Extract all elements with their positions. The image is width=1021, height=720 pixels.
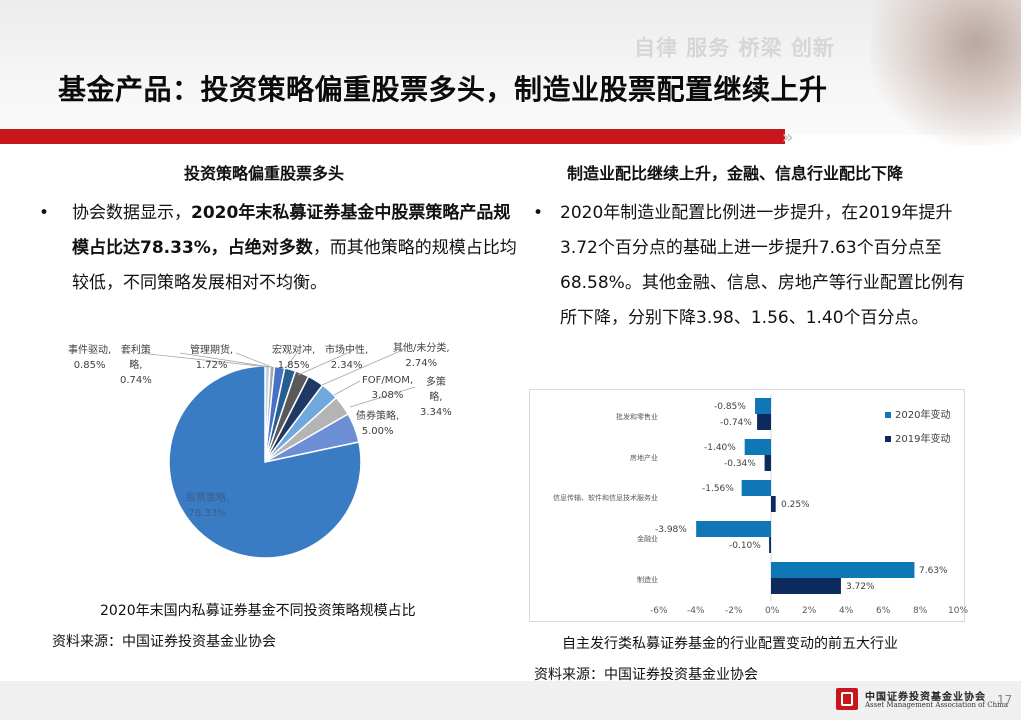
- bar: [769, 537, 771, 553]
- legend-swatch-2019: [885, 436, 891, 442]
- chevron-right-icon: »: [782, 127, 794, 148]
- bar-value-label: 0.25%: [781, 500, 810, 510]
- left-source: 资料来源：中国证券投资基金业协会: [52, 634, 276, 650]
- leader-line: [285, 350, 299, 369]
- leader-line: [333, 380, 361, 396]
- pie-caption: 2020年末国内私募证券基金不同投资策略规模占比: [100, 603, 416, 619]
- pie-label-event-driven: 事件驱动, 0.85%: [68, 345, 112, 371]
- leader-line: [321, 348, 406, 386]
- pie-label-other: 其他/未分类, 2.74%: [393, 343, 450, 369]
- right-section-title: 制造业配比继续上升，金融、信息行业配比下降: [567, 164, 904, 183]
- slogan: 自律 服务 桥梁 创新: [634, 36, 835, 60]
- x-tick: -4%: [687, 606, 705, 616]
- pie-slice: [168, 365, 362, 559]
- bar: [755, 398, 771, 414]
- x-tick: 2%: [802, 606, 817, 616]
- pie-label-fof-mom: FOF/MOM, 3.08%: [362, 375, 414, 401]
- pie-label-multi-strategy: 多策 略, 3.34%: [420, 377, 452, 418]
- bar-value-label: -0.34%: [724, 459, 756, 469]
- x-tick: 4%: [839, 606, 854, 616]
- page-title: 基金产品：投资策略偏重股票多头，制造业股票配置继续上升: [58, 73, 828, 106]
- amac-logo-icon: [836, 688, 858, 710]
- right-bullet: • 2020年制造业配置比例进一步提升，在2019年提升3.72个百分点的基础上进…: [533, 196, 972, 336]
- bar-value-label: 3.72%: [846, 582, 875, 592]
- bar: [771, 496, 776, 512]
- pie-label-arbitrage: 套利策 略, 0.74%: [120, 345, 152, 386]
- industry-bar-chart: 批发和零售业 房地产业 信息传输、软件和信息技术服务业 金融业 制造业 -0.8…: [529, 389, 969, 622]
- bullet-marker: •: [533, 203, 544, 223]
- bar: [771, 562, 915, 578]
- leader-line: [235, 352, 275, 369]
- org-name-cn: 中国证券投资基金业协会: [865, 692, 986, 703]
- category-label: 信息传输、软件和信息技术服务业: [553, 494, 658, 502]
- right-source: 资料来源：中国证券投资基金业协会: [534, 667, 758, 683]
- legend-swatch-2020: [885, 412, 891, 418]
- category-label: 房地产业: [630, 454, 658, 462]
- x-tick: -6%: [650, 606, 668, 616]
- title-underline-bar: [0, 129, 785, 144]
- bar-svg: [696, 394, 915, 602]
- org-name-en: Asset Management Association of China: [865, 701, 1008, 709]
- header-decor-photo: [871, 0, 1021, 145]
- pie-label-equity: 股票策略, 78.33%: [186, 493, 230, 519]
- leader-line: [179, 352, 271, 368]
- bar-value-label: -3.98%: [655, 525, 687, 535]
- left-bullet: • 协会数据显示，2020年末私募证券基金中股票策略产品规模占比达78.33%，占…: [39, 196, 522, 301]
- bar: [741, 480, 771, 496]
- left-section-title: 投资策略偏重股票多头: [184, 164, 345, 183]
- bar-value-label: -0.10%: [729, 541, 761, 551]
- x-tick: 6%: [876, 606, 891, 616]
- bar: [771, 578, 841, 594]
- pie-label-managed-futures: 管理期货, 1.72%: [190, 345, 234, 371]
- bullet-marker: •: [39, 203, 50, 223]
- bar: [757, 414, 771, 430]
- category-label: 制造业: [637, 576, 658, 584]
- bar-value-label: -1.56%: [702, 484, 734, 494]
- bar-value-label: -1.40%: [704, 443, 736, 453]
- bar-value-label: -0.85%: [714, 402, 746, 412]
- left-bullet-part-2: 2020年末私募证券基金中股票策略产品规模占比达78.33%，占绝对多数: [72, 203, 511, 258]
- leader-line: [349, 386, 416, 408]
- x-tick: 0%: [765, 606, 780, 616]
- legend-2019: 2019年变动: [885, 430, 950, 445]
- bar-caption: 自主发行类私募证券基金的行业配置变动的前五大行业: [562, 636, 898, 652]
- leader-line: [297, 350, 353, 376]
- category-label: 金融业: [637, 535, 658, 543]
- pie-label-bond: 债券策略, 5.00%: [356, 411, 400, 437]
- left-bullet-part-3: ，而其他策略的规模占比均较低，不同策略发展相对不均衡。: [72, 238, 517, 293]
- pie-svg: [139, 348, 416, 559]
- header-banner: [0, 0, 1021, 145]
- left-bullet-part-1: 协会数据显示，: [72, 203, 191, 223]
- page-number: 17: [997, 693, 1013, 707]
- pie-label-market-neutral: 市场中性, 2.34%: [325, 345, 369, 371]
- bar: [744, 439, 771, 455]
- category-label: 批发和零售业: [616, 413, 658, 421]
- legend-2020: 2020年变动: [885, 406, 950, 421]
- bar: [696, 521, 771, 537]
- x-tick: 8%: [913, 606, 928, 616]
- bar-value-label: 7.63%: [919, 566, 948, 576]
- x-tick: -2%: [725, 606, 743, 616]
- right-bullet-text: 2020年制造业配置比例进一步提升，在2019年提升3.72个百分点的基础上进一…: [560, 203, 965, 328]
- x-tick: 10%: [948, 606, 969, 616]
- pie-label-macro-hedge: 宏观对冲, 1.85%: [272, 345, 316, 371]
- bar-value-label: -0.74%: [720, 418, 752, 428]
- strategy-pie-chart: 事件驱动, 0.85% 套利策 略, 0.74% 管理期货, 1.72% 宏观对冲, 1.…: [60, 335, 480, 595]
- bar: [764, 455, 771, 471]
- leader-line: [139, 352, 269, 368]
